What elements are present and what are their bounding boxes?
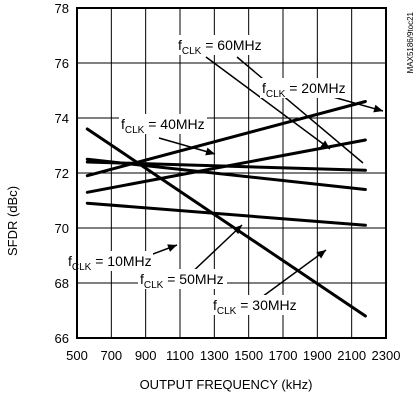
annotation-label-subscript: CLK (125, 125, 145, 136)
annotation-label-value: = 10MHz (91, 253, 151, 269)
annotation-label-value: = 50MHz (163, 271, 223, 287)
annotation-arrowhead (167, 244, 177, 252)
annotation-label-backgrounds (66, 35, 346, 315)
series-line (85, 160, 367, 172)
annotation-leader (205, 56, 331, 150)
x-tick-label: 1900 (303, 348, 332, 363)
annotation-arrowhead (316, 250, 326, 259)
y-tick-label: 76 (55, 56, 69, 71)
annotation-arrowhead (320, 140, 330, 149)
x-axis-label: OUTPUT FREQUENCY (kHz) (140, 377, 313, 392)
annotation-label: fCLK = 30MHz (213, 297, 297, 317)
annotation-label-f: f (213, 297, 217, 313)
annotation-label: fCLK = 50MHz (140, 271, 224, 291)
annotation-label-f: f (178, 37, 182, 53)
plot-frame (76, 7, 387, 339)
annotation-leaders (120, 56, 384, 306)
annotation-label: fCLK = 60MHz (178, 37, 262, 57)
annotation-label: fCLK = 40MHz (121, 116, 205, 136)
x-tick-label: 1100 (166, 348, 194, 363)
annotation-label-bg (260, 78, 346, 98)
series-lines (85, 100, 367, 318)
annotation-label-bg (138, 269, 227, 289)
annotation-arrowhead (205, 147, 215, 156)
annotation-arrowhead (232, 225, 242, 235)
annotation-leader (186, 224, 243, 278)
annotation-label-value: = 20MHz (285, 80, 345, 96)
annotation-label-subscript: CLK (266, 89, 286, 100)
annotation-label-value: = 30MHz (236, 297, 296, 313)
x-tick-label: 2100 (337, 348, 366, 363)
annotation-label: fCLK = 20MHz (262, 80, 346, 100)
annotation-label-value: = 40MHz (144, 116, 204, 132)
y-tick-label: 78 (55, 1, 69, 16)
annotation-label: fCLK = 10MHz (68, 253, 152, 273)
tick-labels: 500 700 900 1100 1300 1500 1700 1900 2100 2300 66 6… (55, 1, 401, 363)
series-line (85, 127, 367, 318)
annotation-label-bg (119, 114, 207, 134)
figure-id: MAX5186/9toc21 (406, 11, 415, 73)
annotation-leader (158, 137, 216, 155)
x-tick-label: 500 (66, 348, 88, 363)
series-line (85, 201, 367, 227)
y-tick-label: 74 (55, 111, 69, 126)
x-tick-label: 700 (100, 348, 122, 363)
annotation-label-subscript: CLK (217, 306, 237, 317)
annotation-label-subscript: CLK (144, 280, 164, 291)
annotation-label-subscript: CLK (72, 262, 92, 273)
annotation-label-value: = 60MHz (201, 37, 261, 53)
y-tick-label: 68 (55, 276, 69, 291)
x-tick-label: 900 (135, 348, 157, 363)
annotation-label-bg (176, 35, 266, 55)
grid (76, 7, 387, 339)
x-tick-label: 2300 (372, 348, 401, 363)
y-axis-label: SFDR (dBc) (5, 186, 20, 256)
annotation-label-bg (66, 251, 153, 271)
annotation-label-f: f (68, 253, 72, 269)
annotation-label-f: f (121, 116, 125, 132)
x-tick-label: 1700 (269, 348, 298, 363)
y-tick-label: 70 (55, 221, 69, 236)
annotation-label-f: f (140, 271, 144, 287)
x-tick-label: 1300 (200, 348, 229, 363)
annotation-label-f: f (262, 80, 266, 96)
annotation-label-subscript: CLK (182, 46, 202, 57)
annotation-label-bg (211, 295, 298, 315)
x-tick-label: 1500 (234, 348, 263, 363)
annotation-leader (236, 56, 364, 164)
y-tick-label: 72 (55, 166, 69, 181)
annotation-arrowhead (373, 104, 383, 113)
y-tick-label: 66 (55, 331, 69, 346)
